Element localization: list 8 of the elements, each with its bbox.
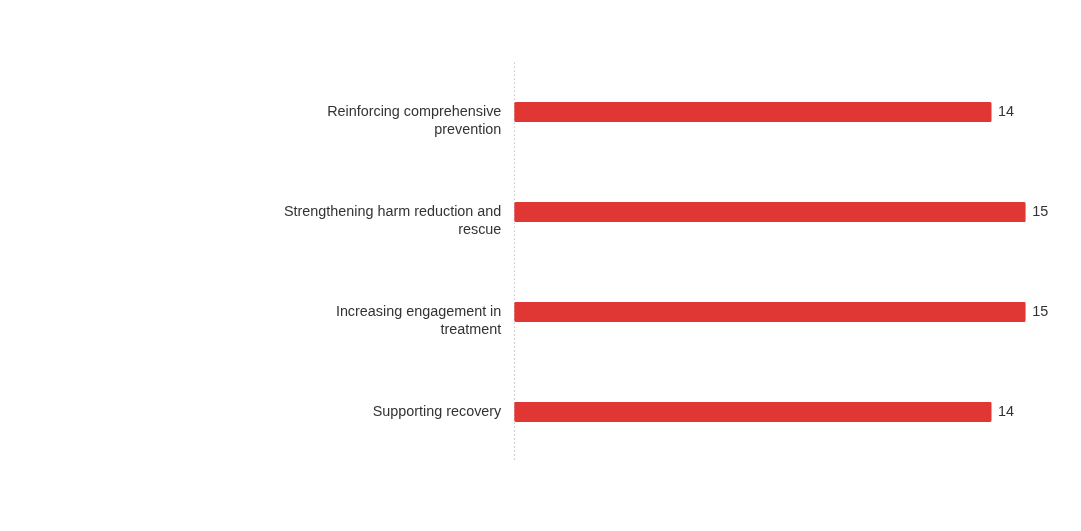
data-label: 14 [998, 103, 1015, 120]
data-label: 15 [1032, 203, 1049, 220]
data-label: 14 [998, 402, 1015, 419]
y-tick-label: Strengthening harm reduction and rescue [283, 203, 502, 237]
y-tick-label: Supporting recovery [372, 402, 503, 419]
data-label: 15 [1032, 302, 1049, 319]
y-tick-label: Reinforcing comprehensive prevention [327, 103, 502, 137]
y-tick-label: Increasing engagement in treatment [335, 302, 502, 337]
